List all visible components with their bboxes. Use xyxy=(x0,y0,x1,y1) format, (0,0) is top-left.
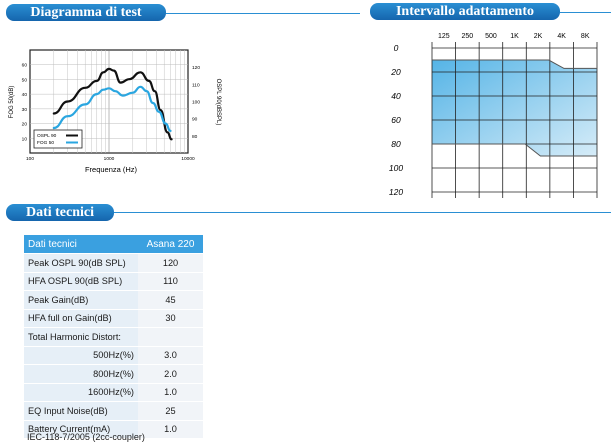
table-row: HFA OSPL 90(dB SPL) 110 xyxy=(24,272,203,291)
chart-legend: OSPL 90 FOG 50 xyxy=(33,129,83,149)
spec-value: 30 xyxy=(138,309,203,328)
spec-label: Battery Current(mA) xyxy=(24,420,138,439)
freq-label: 4K xyxy=(557,33,566,40)
x-tick-label: 100 xyxy=(26,156,34,162)
spec-value: 1.0 xyxy=(138,383,203,402)
spec-label: 1600Hz(%) xyxy=(24,383,138,402)
y-left-tick-label: 30 xyxy=(22,107,28,113)
y-right-tick-label: 80 xyxy=(192,134,198,140)
section-header-data: Dati tecnici xyxy=(6,204,114,221)
fitting-upper-boundary xyxy=(432,59,597,69)
spec-value: 120 xyxy=(138,253,203,273)
freq-label: 500 xyxy=(485,33,497,40)
fitting-lower-boundary xyxy=(432,143,597,157)
spec-label: Peak Gain(dB) xyxy=(24,290,138,310)
spec-label: HFA full on Gain(dB) xyxy=(24,309,138,328)
spec-label: Peak OSPL 90(dB SPL) xyxy=(24,253,138,273)
test-diagram-chart: 10 20 30 40 50 60 80 90 100 110 120 100 1000 10000 FO… xyxy=(9,49,221,174)
level-label: 80 xyxy=(391,139,401,149)
ospl90-line xyxy=(52,67,173,141)
y-right-tick-label: 90 xyxy=(192,117,198,123)
level-label: 40 xyxy=(391,91,401,101)
freq-label: 250 xyxy=(462,33,474,40)
section-header-test: Diagramma di test xyxy=(6,4,166,21)
table-header-model: Asana 220 xyxy=(138,235,203,254)
y-axis-right-label: OSPL 90(dBSPL) xyxy=(215,79,221,126)
header-rule xyxy=(114,212,611,213)
table-row: HFA full on Gain(dB) 30 xyxy=(24,309,203,328)
spec-value xyxy=(138,327,203,347)
fog50-line xyxy=(52,85,172,132)
level-label: 0 xyxy=(394,43,399,53)
tech-data-table: Dati tecnici Asana 220 Peak OSPL 90(dB S… xyxy=(24,235,203,439)
level-label: 20 xyxy=(390,67,401,77)
spec-value: 2.0 xyxy=(138,364,203,384)
table-row: 1600Hz(%) 1.0 xyxy=(24,383,203,402)
spec-value: 3.0 xyxy=(138,346,203,365)
y-right-tick-label: 110 xyxy=(192,82,200,88)
spec-label: Total Harmonic Distort: xyxy=(24,327,138,347)
spec-value: 1.0 xyxy=(138,420,203,439)
level-label: 60 xyxy=(391,115,401,125)
legend-label-fog50: FOG 50 xyxy=(37,140,54,146)
spec-value: 110 xyxy=(138,272,203,291)
table-row: Total Harmonic Distort: xyxy=(24,327,203,347)
table-row: Peak OSPL 90(dB SPL) 120 xyxy=(24,253,203,273)
freq-label: 1K xyxy=(510,33,519,40)
spec-label: 500Hz(%) xyxy=(24,346,138,365)
table-row: 800Hz(%) 2.0 xyxy=(24,364,203,384)
y-left-tick-label: 50 xyxy=(22,77,28,83)
table-row: Peak Gain(dB) 45 xyxy=(24,290,203,310)
section-header-fitting: Intervallo adattamento xyxy=(370,3,560,20)
spec-label: EQ Input Noise(dB) xyxy=(24,401,138,421)
y-left-tick-label: 10 xyxy=(22,136,28,142)
level-label: 100 xyxy=(389,163,403,173)
table-row: Battery Current(mA) 1.0 xyxy=(24,420,203,439)
x-axis-label: Frequenza (Hz) xyxy=(85,165,138,174)
level-label: 120 xyxy=(389,187,403,197)
y-right-tick-label: 120 xyxy=(192,65,200,71)
x-tick-label: 1000 xyxy=(104,156,115,162)
y-left-tick-label: 20 xyxy=(22,122,28,128)
header-rule xyxy=(560,12,611,13)
table-row: EQ Input Noise(dB) 25 xyxy=(24,401,203,421)
table-header-row: Dati tecnici Asana 220 xyxy=(24,235,203,254)
y-left-tick-label: 60 xyxy=(22,63,28,69)
header-rule xyxy=(166,13,360,14)
x-tick-label: 10000 xyxy=(181,156,195,162)
standard-note: IEC-118-7/2005 (2cc-coupler) xyxy=(27,432,145,442)
freq-label: 2K xyxy=(534,33,543,40)
fitting-range-chart: 0 20 40 60 80 100 120 125 250 500 1K 2K 4K 8K xyxy=(389,33,598,198)
spec-value: 45 xyxy=(138,290,203,310)
y-right-tick-label: 100 xyxy=(192,100,200,106)
fitting-range-area xyxy=(432,60,597,156)
spec-label: 800Hz(%) xyxy=(24,364,138,384)
table-header-label: Dati tecnici xyxy=(24,235,138,254)
freq-label: 8K xyxy=(581,33,590,40)
y-left-tick-label: 40 xyxy=(22,92,28,98)
legend-label-ospl90: OSPL 90 xyxy=(37,133,57,139)
table-row: 500Hz(%) 3.0 xyxy=(24,346,203,365)
freq-label: 125 xyxy=(438,33,450,40)
y-axis-left-label: FOG 50(dB) xyxy=(9,86,15,119)
spec-value: 25 xyxy=(138,401,203,421)
spec-label: HFA OSPL 90(dB SPL) xyxy=(24,272,138,291)
